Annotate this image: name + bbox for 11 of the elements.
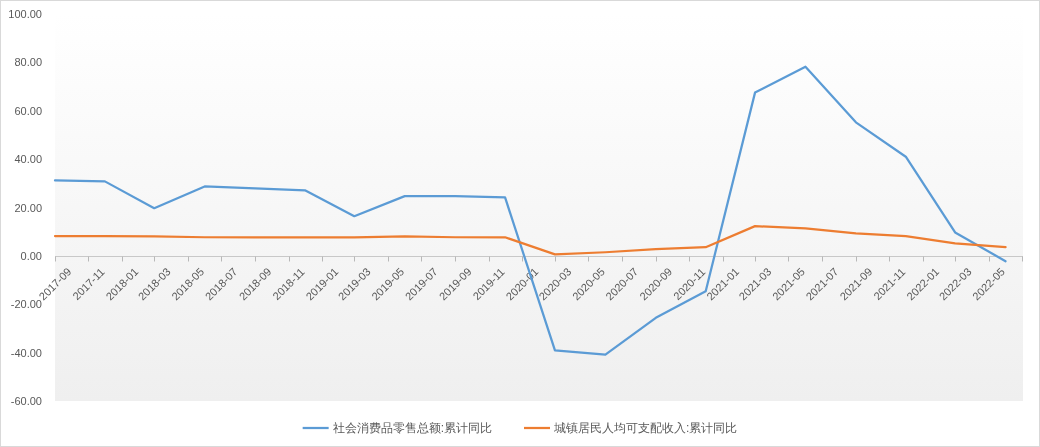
y-tick-label: 80.00 xyxy=(14,56,42,69)
y-tick-label: 20.00 xyxy=(14,201,42,214)
y-tick-label: -40.00 xyxy=(10,346,42,359)
y-tick-label: 0.00 xyxy=(20,249,42,262)
y-tick-label: 100.00 xyxy=(8,8,42,20)
y-tick-label: 60.00 xyxy=(14,104,42,117)
y-tick-label: -20.00 xyxy=(10,298,42,311)
legend-label: 城镇居民人均可支配收入:累计同比 xyxy=(553,421,738,435)
legend-label: 社会消费品零售总额:累计同比 xyxy=(332,421,492,435)
y-tick-label: 40.00 xyxy=(14,153,42,166)
y-tick-label: -60.00 xyxy=(10,395,42,407)
